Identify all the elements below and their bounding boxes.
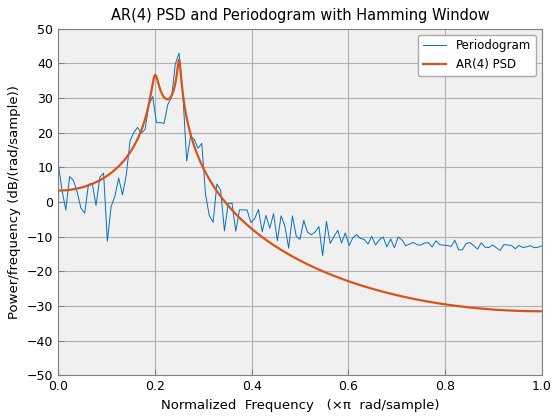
AR(4) PSD (176, 58, 183, 63)
Periodogram (176, 50, 183, 55)
X-axis label: Normalized  Frequency   (×π  rad/sample): Normalized Frequency (×π rad/sample) (161, 399, 439, 412)
Periodogram (191, 137, 198, 142)
AR(4) PSD (55, 188, 62, 193)
Periodogram (77, 205, 84, 210)
Periodogram (55, 161, 62, 166)
AR(4) PSD (305, 262, 312, 268)
Line: AR(4) PSD: AR(4) PSD (58, 60, 542, 311)
AR(4) PSD (411, 297, 418, 302)
AR(4) PSD (538, 309, 545, 314)
Periodogram (486, 245, 492, 250)
AR(4) PSD (306, 263, 313, 268)
Line: Periodogram: Periodogram (58, 53, 542, 255)
Y-axis label: Power/frequency (dB/(rad/sample)): Power/frequency (dB/(rad/sample)) (8, 85, 21, 319)
Periodogram (312, 230, 319, 235)
Periodogram (538, 244, 545, 249)
Legend: Periodogram, AR(4) PSD: Periodogram, AR(4) PSD (418, 34, 536, 76)
Title: AR(4) PSD and Periodogram with Hamming Window: AR(4) PSD and Periodogram with Hamming W… (111, 8, 489, 24)
Periodogram (444, 243, 451, 248)
Periodogram (319, 253, 326, 258)
AR(4) PSD (240, 219, 247, 224)
Periodogram (349, 235, 356, 240)
AR(4) PSD (195, 155, 202, 160)
AR(4) PSD (297, 258, 304, 263)
